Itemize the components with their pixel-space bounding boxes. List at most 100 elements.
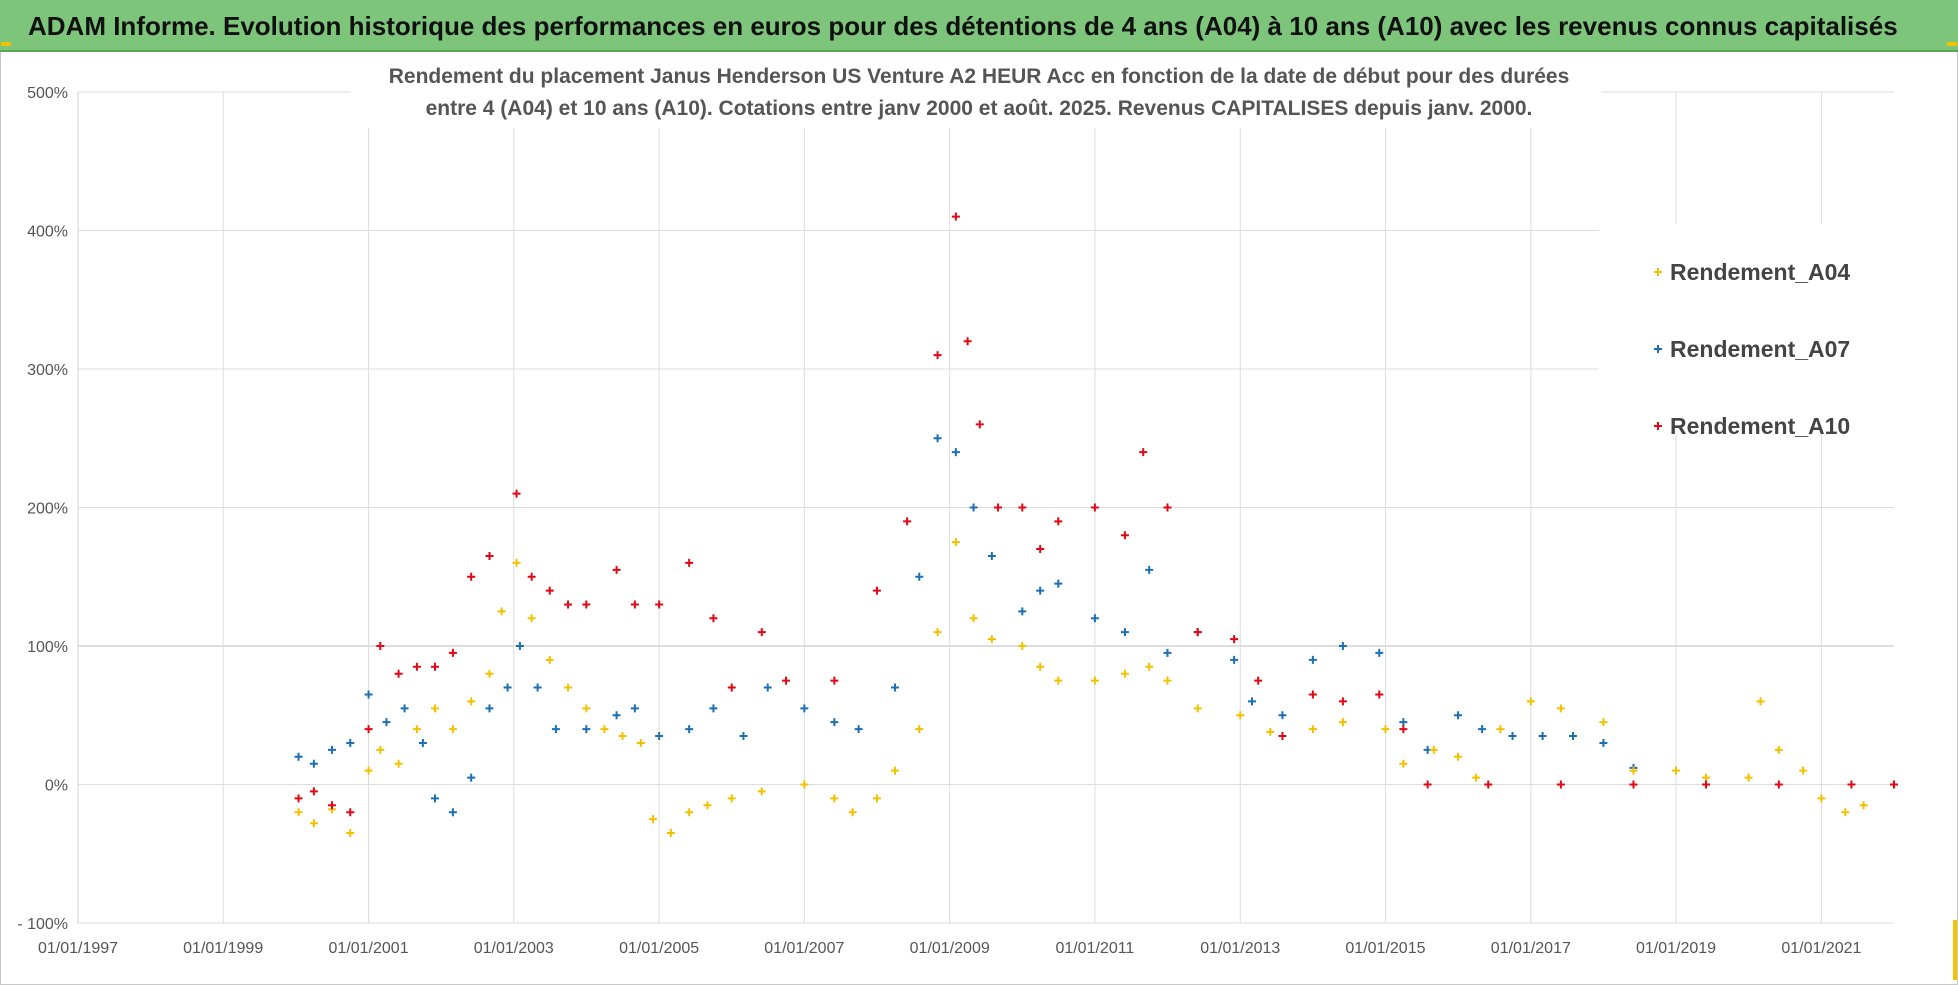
chart-frame: 500% 400% 300% 200% 100% 0% - 100% 01/01/1997 0… (0, 42, 1958, 985)
data-point (655, 732, 664, 741)
data-point (703, 801, 712, 810)
data-point (636, 738, 645, 747)
data-point (430, 662, 439, 671)
report-banner-title: ADAM Informe. Evolution historique des p… (28, 11, 1898, 41)
x-tick-label: 01/01/2021 (1781, 940, 1861, 957)
series-Rendement_A10 (294, 212, 1898, 817)
y-tick-label: 400% (27, 224, 68, 241)
data-point (1484, 780, 1493, 789)
data-point (951, 538, 960, 547)
data-point (1120, 628, 1129, 637)
data-point (485, 551, 494, 560)
x-tick-label: 01/01/2019 (1636, 940, 1716, 957)
x-tick-label: 01/01/2003 (474, 940, 554, 957)
data-point (412, 662, 421, 671)
data-point (1018, 642, 1027, 650)
y-axis: 500% 400% 300% 200% 100% 0% - 100% (17, 85, 68, 933)
data-point (394, 759, 403, 768)
data-point (582, 725, 591, 734)
data-point (891, 766, 900, 775)
data-point (1278, 732, 1287, 741)
data-point (382, 718, 391, 727)
data-point (951, 448, 960, 457)
data-point (630, 600, 639, 609)
data-point (1338, 697, 1347, 706)
y-tick-label: 200% (27, 501, 68, 518)
x-tick-label: 01/01/2007 (764, 940, 844, 957)
data-point (872, 794, 881, 803)
data-point (685, 808, 694, 817)
data-point (412, 725, 421, 734)
data-point (485, 669, 494, 678)
data-point (987, 551, 996, 560)
chart-title-line: entre 4 (A04) et 10 ans (A10). Cotations… (426, 97, 1533, 120)
data-point (1278, 711, 1287, 720)
x-tick-label: 01/01/2011 (1055, 940, 1134, 957)
data-point (800, 704, 809, 713)
data-point (1847, 780, 1856, 789)
y-tick-label: - 100% (17, 916, 68, 933)
data-point (648, 815, 657, 824)
data-point (1018, 607, 1027, 616)
data-point (485, 704, 494, 713)
x-tick-label: 01/01/1997 (38, 940, 118, 957)
data-point (582, 704, 591, 713)
data-point (1230, 655, 1239, 664)
data-point (1308, 690, 1317, 699)
y-tick-label: 300% (27, 362, 68, 379)
data-point (1236, 711, 1245, 720)
data-point (551, 725, 560, 734)
data-point (1338, 718, 1347, 727)
data-point (497, 607, 506, 616)
data-point (975, 420, 984, 429)
data-point (757, 787, 766, 796)
x-tick-label: 01/01/2005 (619, 940, 699, 957)
data-point (969, 614, 978, 623)
data-point (1090, 676, 1099, 685)
data-point (987, 635, 996, 644)
data-point (309, 759, 318, 768)
x-axis: 01/01/1997 01/01/1999 01/01/2001 01/01/2003… (38, 940, 1862, 957)
data-point (1556, 704, 1565, 713)
data-point (1381, 725, 1390, 734)
data-point (1538, 732, 1547, 741)
data-point (1859, 801, 1868, 810)
x-tick-label: 01/01/2015 (1345, 940, 1425, 957)
data-point (800, 780, 809, 789)
data-point (364, 690, 373, 699)
data-point (1375, 690, 1384, 699)
data-point (1423, 780, 1432, 789)
data-point (1163, 503, 1172, 512)
data-point (1478, 725, 1487, 734)
data-point (364, 725, 373, 734)
data-point (1036, 586, 1045, 595)
data-point (527, 572, 536, 581)
data-point (1629, 766, 1638, 775)
data-point (1841, 808, 1850, 817)
data-point (1774, 780, 1783, 789)
data-point (854, 725, 863, 734)
data-point (1569, 732, 1577, 741)
data-point (294, 808, 303, 817)
data-point (1756, 697, 1765, 706)
data-point (1375, 648, 1384, 657)
data-point (503, 683, 512, 692)
data-point (1266, 727, 1275, 736)
data-point (1090, 614, 1099, 623)
data-point (830, 794, 839, 803)
data-point (582, 600, 591, 609)
data-point (1399, 725, 1408, 734)
data-point (951, 212, 960, 221)
data-point (685, 558, 694, 567)
report-banner: ADAM Informe. Evolution historique des p… (0, 0, 1958, 52)
data-point (400, 704, 409, 713)
data-point (1145, 662, 1154, 671)
data-point (727, 794, 736, 803)
data-point (1120, 669, 1129, 678)
data-point (872, 586, 881, 595)
data-point (1120, 531, 1129, 540)
data-point (600, 725, 609, 734)
data-point (394, 669, 403, 678)
data-point (1254, 676, 1263, 685)
data-point (666, 828, 675, 837)
